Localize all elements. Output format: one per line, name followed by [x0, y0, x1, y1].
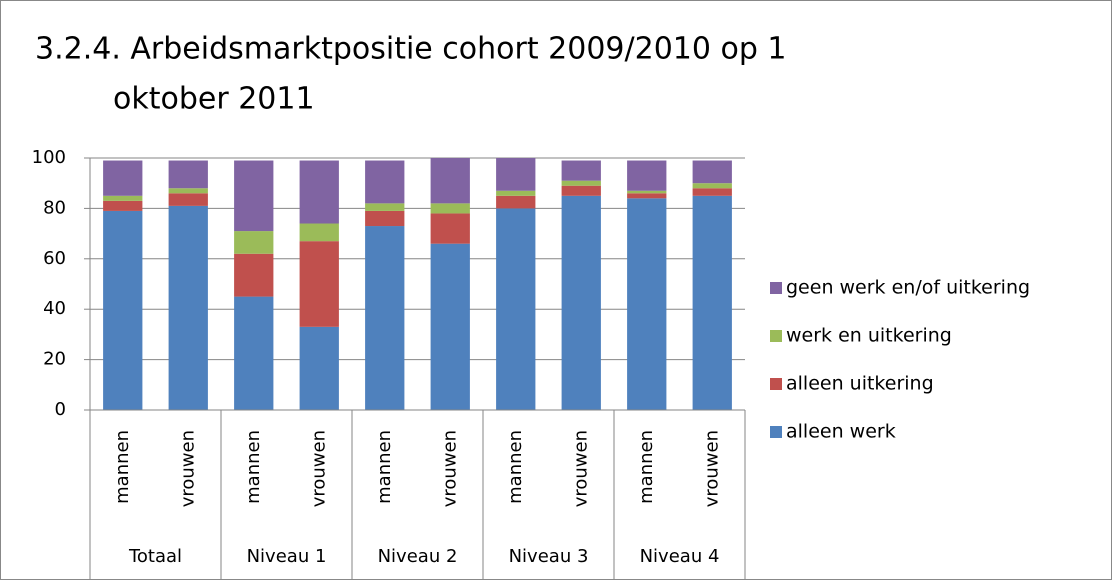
x-tick-label: mannen [243, 430, 264, 504]
bar-segment [430, 243, 470, 410]
group-label: Niveau 1 [247, 546, 327, 567]
bar-segment [627, 198, 667, 410]
bar-segment [627, 160, 667, 191]
bar-segment [103, 195, 143, 201]
bar-segment [692, 188, 732, 196]
bar-segment [496, 195, 536, 209]
x-tick-label: mannen [505, 430, 526, 504]
bar-segment [234, 231, 274, 254]
bar-segment [168, 205, 208, 410]
bar-segment [430, 213, 470, 244]
bar-segment [365, 226, 405, 410]
bar-segment [299, 326, 339, 410]
group-label: Totaal [128, 546, 182, 567]
x-tick-label: vrouwen [701, 430, 722, 507]
bar-segment [103, 160, 143, 196]
bar-segment [365, 160, 405, 204]
bar-segment [561, 185, 601, 196]
bar-segment [561, 180, 601, 186]
bar-segment [430, 203, 470, 214]
chart-title: oktober 2011 [113, 82, 315, 117]
bar-segment [234, 253, 274, 297]
legend-label: werk en uitkering [786, 325, 952, 347]
bar-segment [496, 158, 536, 191]
bar-segment [168, 193, 208, 206]
bar-segment [103, 210, 143, 410]
x-tick-label: mannen [112, 430, 133, 504]
legend-swatch [770, 426, 782, 438]
bar-segment [168, 188, 208, 194]
x-tick-label: vrouwen [177, 430, 198, 507]
x-tick-label: vrouwen [570, 430, 591, 507]
bar-segment [692, 195, 732, 410]
bar-segment [365, 210, 405, 227]
legend-label: geen werk en/of uitkering [786, 277, 1030, 299]
bar-segment [692, 183, 732, 189]
bar-segment [168, 160, 208, 189]
x-tick-label: vrouwen [439, 430, 460, 507]
legend-swatch [770, 378, 782, 390]
y-tick-label: 20 [43, 349, 66, 370]
bar-segment [561, 160, 601, 181]
group-label: Niveau 4 [640, 546, 720, 567]
bar-segment [299, 160, 339, 224]
bar-segment [692, 160, 732, 184]
bar-segment [496, 208, 536, 410]
x-tick-label: mannen [636, 430, 657, 504]
bar-segment [561, 195, 601, 410]
legend-label: alleen uitkering [786, 373, 934, 395]
group-label: Niveau 2 [378, 546, 458, 567]
x-tick-label: mannen [374, 430, 395, 504]
y-tick-label: 80 [43, 197, 66, 218]
x-tick-label: vrouwen [308, 430, 329, 507]
bar-segment [627, 190, 667, 194]
legend-swatch [770, 330, 782, 342]
bar-segment [103, 200, 143, 211]
group-label: Niveau 3 [509, 546, 589, 567]
y-tick-label: 40 [43, 298, 66, 319]
bar-segment [299, 223, 339, 242]
chart-title: 3.2.4. Arbeidsmarktpositie cohort 2009/2… [35, 32, 787, 67]
y-tick-label: 60 [43, 248, 66, 269]
bar-segment [234, 296, 274, 410]
bar-segment [430, 158, 470, 204]
bar-segment [234, 160, 274, 232]
bar-segment [365, 203, 405, 211]
bar-segment [299, 241, 339, 327]
y-tick-label: 0 [55, 399, 66, 420]
legend-label: alleen werk [786, 421, 896, 443]
bar-segment [496, 190, 536, 196]
legend-swatch [770, 282, 782, 294]
bar-segment [627, 193, 667, 199]
y-tick-label: 100 [32, 147, 66, 168]
